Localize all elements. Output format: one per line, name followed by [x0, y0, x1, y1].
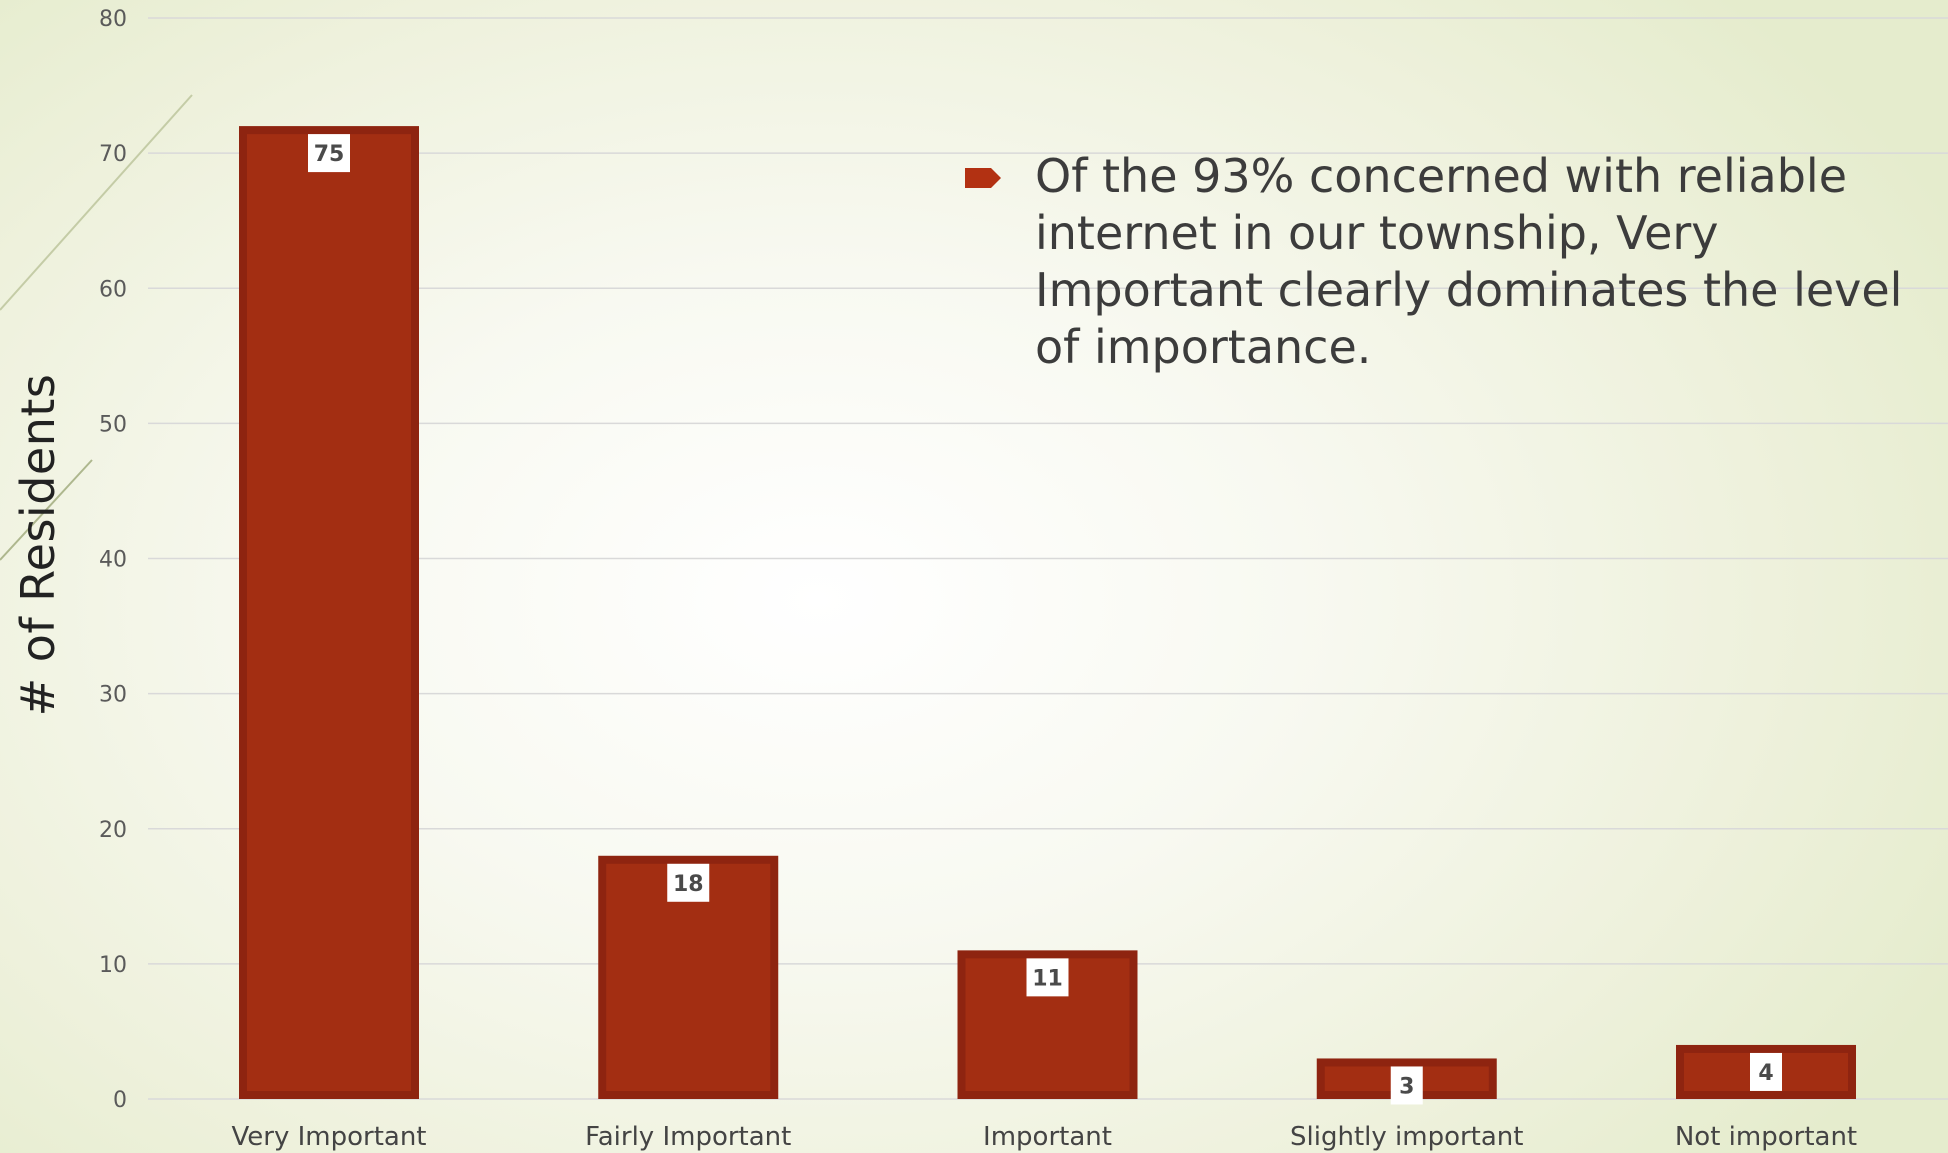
data-label-box	[1750, 1052, 1782, 1091]
x-category-label: Fairly Important	[585, 1122, 791, 1152]
data-label: 3	[1399, 1074, 1414, 1099]
x-category-label: Not important	[1675, 1122, 1857, 1152]
data-label: 75	[314, 142, 345, 167]
y-tick-label: 80	[99, 7, 127, 32]
y-tick-label: 30	[99, 683, 127, 708]
data-label-box	[1390, 1066, 1423, 1105]
y-tick-label: 40	[99, 548, 127, 573]
bar-very-important	[239, 126, 419, 1100]
callout-text: Of the 93% concerned with reliable inter…	[1035, 149, 1903, 374]
x-category-label: Slightly important	[1290, 1122, 1523, 1152]
decor-line-upper	[0, 94, 193, 311]
x-category-label: Very Important	[232, 1122, 427, 1152]
data-label: 11	[1032, 966, 1063, 991]
data-label-box	[308, 134, 350, 173]
y-tick-label: 70	[99, 142, 127, 167]
y-tick-label: 50	[99, 412, 127, 437]
labels: 0 10 20 30 40 50 60 70 80 75 Very Important 18 Fairl…	[99, 7, 1857, 1152]
y-tick-label: 20	[99, 818, 127, 843]
decor-line-lower	[0, 459, 93, 561]
y-axis-title: # of Residents	[11, 373, 65, 717]
y-tick-label: 10	[99, 953, 127, 978]
data-label: 4	[1758, 1061, 1773, 1086]
data-label-box	[1026, 958, 1069, 997]
x-category-label: Important	[983, 1122, 1112, 1152]
data-label: 18	[673, 872, 704, 897]
bars	[239, 126, 1856, 1100]
data-label-box	[667, 863, 710, 902]
y-tick-label: 60	[99, 277, 127, 302]
gridlines	[148, 17, 1948, 1100]
arrow-bullet-icon	[965, 168, 1001, 188]
y-tick-label: 0	[113, 1088, 127, 1113]
